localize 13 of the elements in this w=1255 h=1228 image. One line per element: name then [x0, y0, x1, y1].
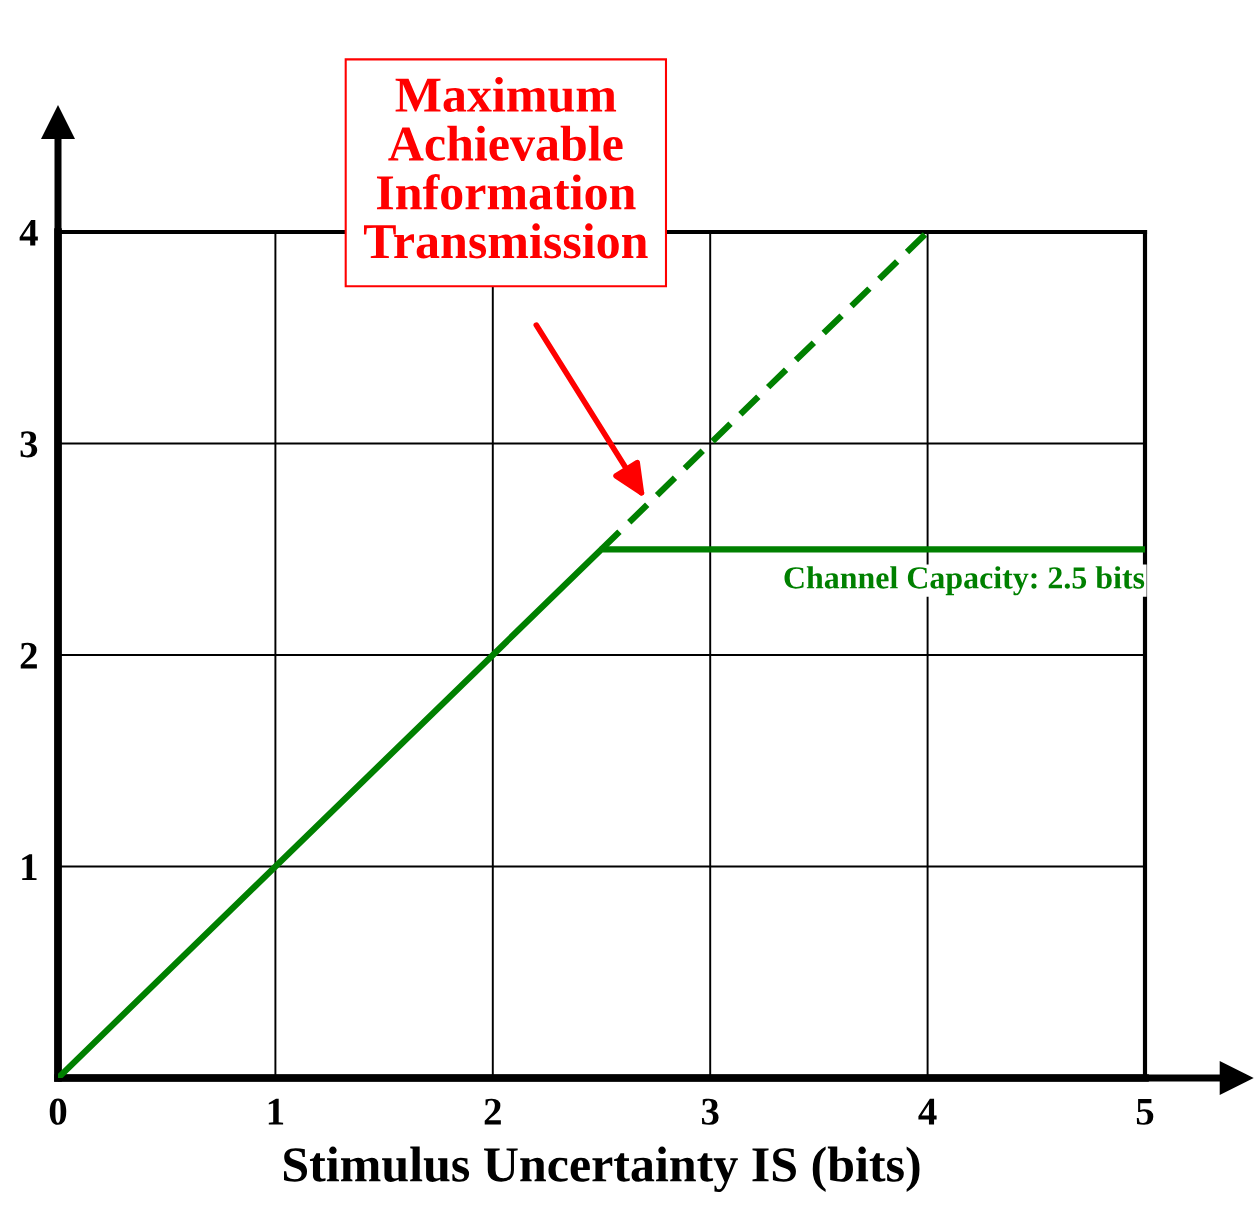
- x-tick-label: 5: [1136, 1098, 1154, 1125]
- x-tick-label: 1: [268, 1098, 284, 1125]
- series-label: Channel Capacity: 2.5 bits: [784, 566, 1145, 596]
- y-tick-label: 2: [20, 642, 37, 669]
- x-tick-label: 0: [49, 1098, 67, 1125]
- x-axis-title: Stimulus Uncertainty IS (bits): [284, 1146, 920, 1193]
- y-tick-label: 3: [20, 431, 38, 458]
- x-tick-label: 2: [484, 1098, 501, 1125]
- y-tick-label: 1: [22, 854, 37, 880]
- x-tick-label: 3: [701, 1098, 719, 1125]
- x-tick-label: 4: [918, 1098, 937, 1125]
- y-tick-label: 4: [19, 219, 38, 246]
- annotation: Maximum Achievable Information Transmission: [363, 76, 648, 259]
